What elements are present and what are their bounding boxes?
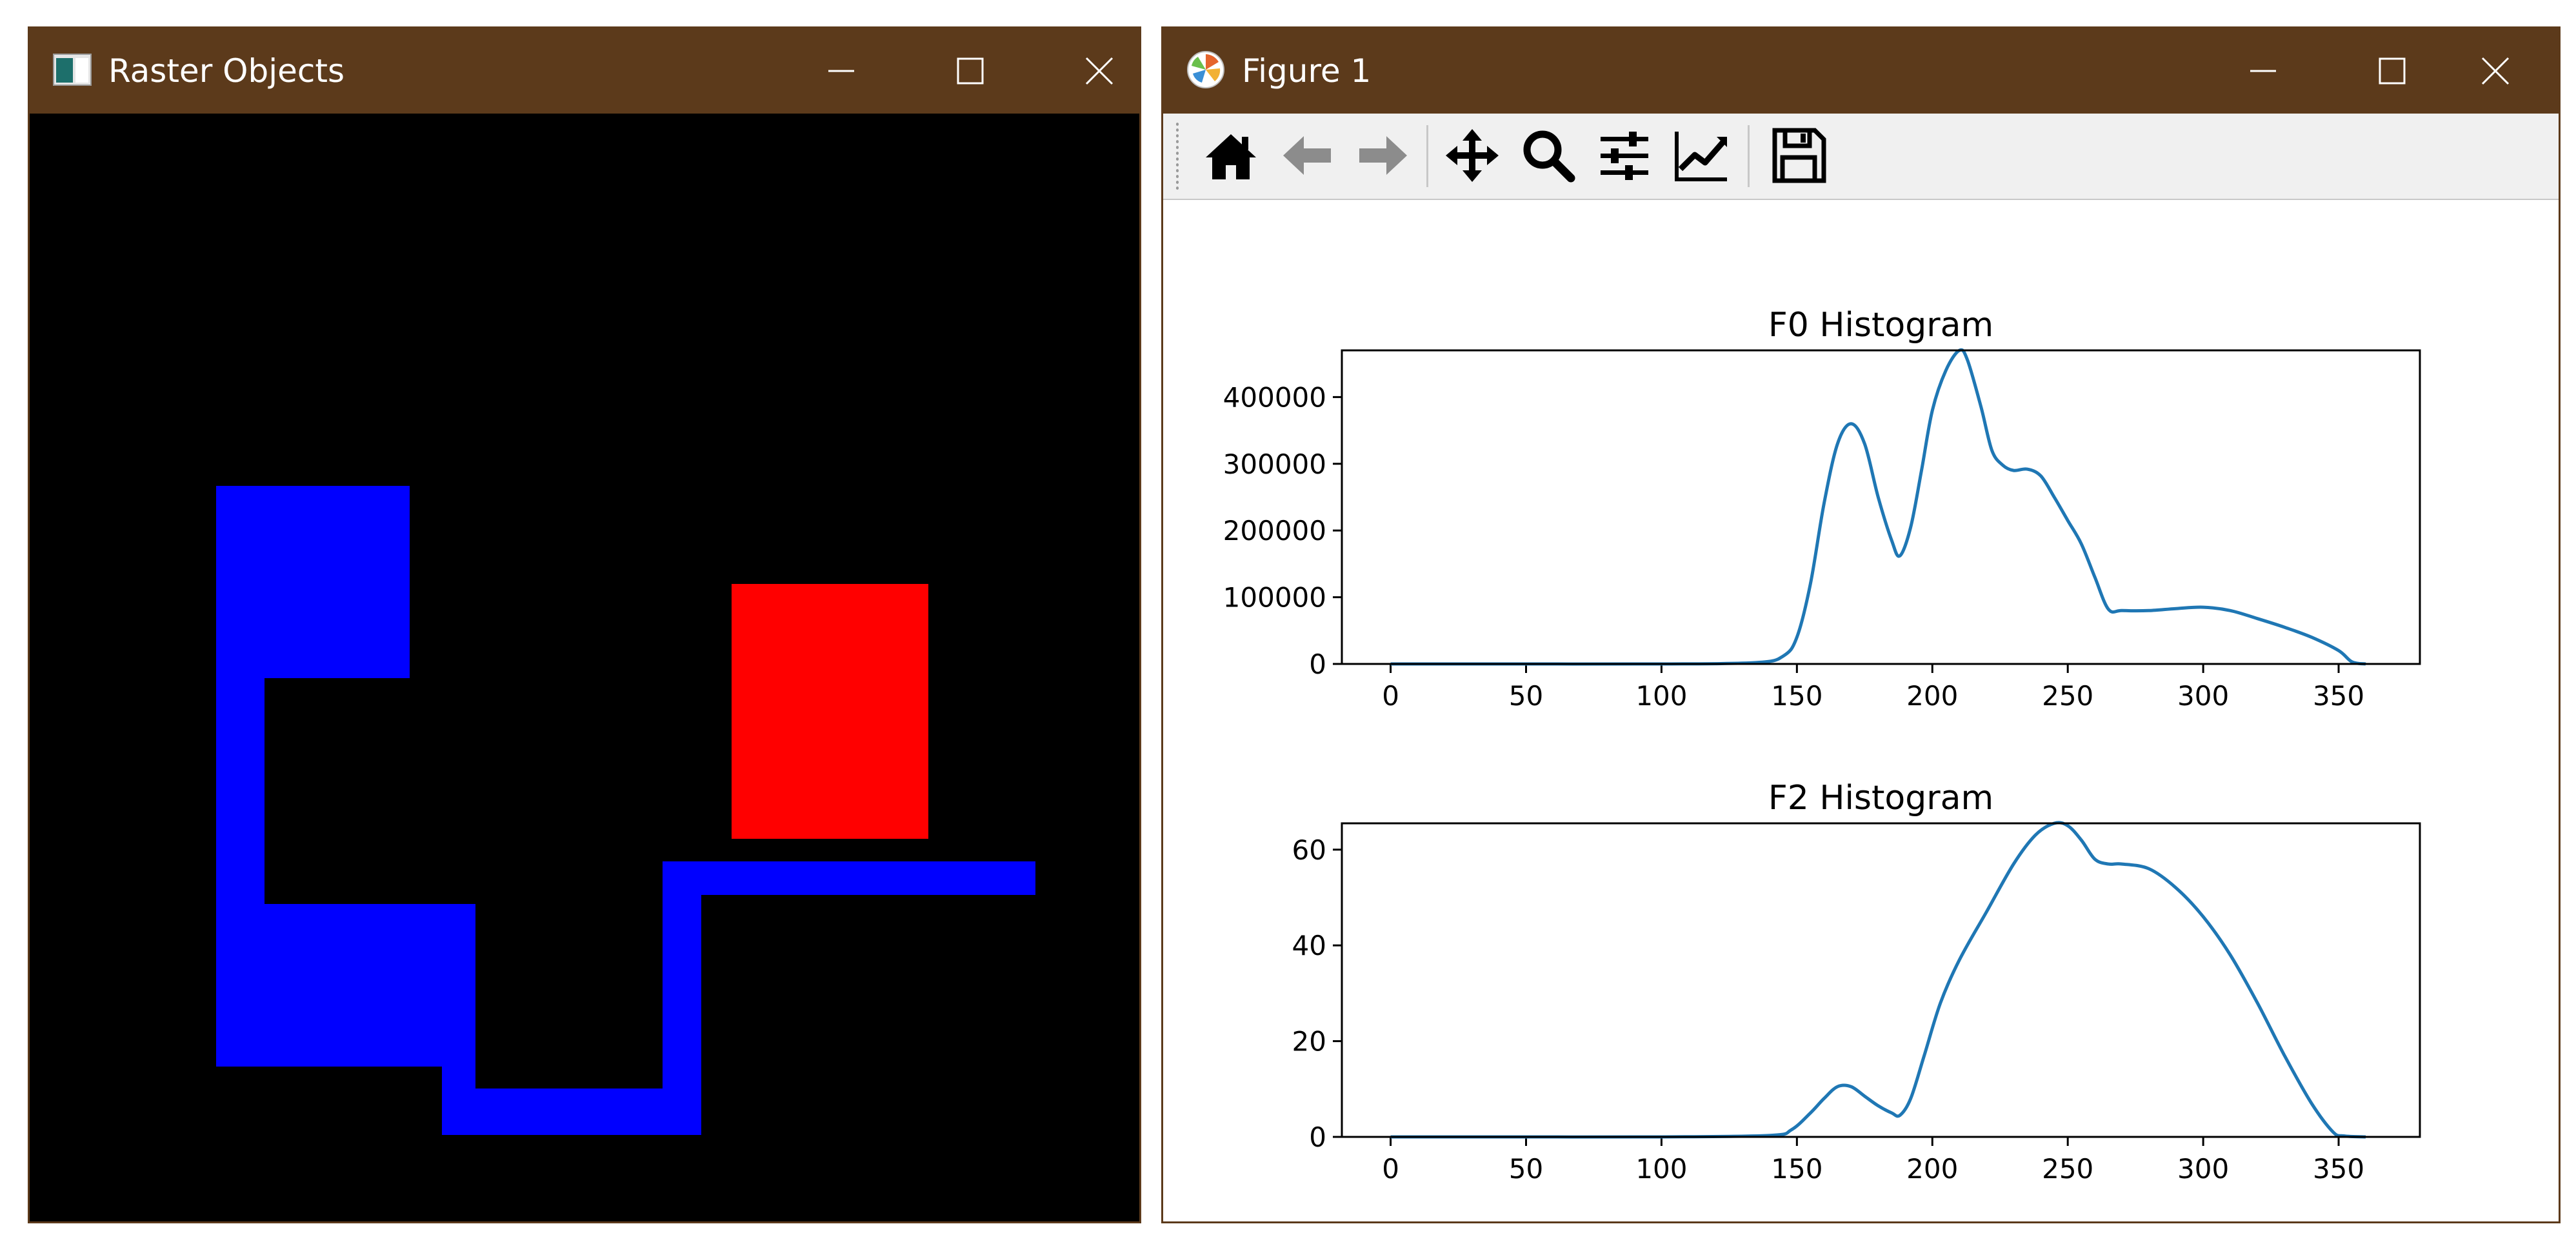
maximize-button[interactable] — [909, 28, 1032, 114]
x-tick-label: 100 — [1635, 1153, 1687, 1185]
save-icon — [1772, 128, 1826, 183]
x-tick-label: 250 — [2042, 680, 2093, 712]
raster-canvas — [30, 114, 1139, 1221]
window-title: Figure 1 — [1242, 52, 1372, 90]
x-tick-label: 150 — [1771, 1153, 1822, 1185]
matplotlib-logo-icon — [1187, 51, 1224, 88]
blue-channel-bottom-shape — [442, 1088, 701, 1135]
blue-lower-block-shape — [216, 904, 475, 1067]
maximize-icon — [2379, 57, 2406, 85]
close-button[interactable] — [2434, 28, 2557, 114]
y-tick-label: 0 — [1309, 648, 1326, 680]
toolbar-grip[interactable] — [1175, 121, 1180, 191]
close-icon — [1085, 57, 1113, 85]
maximize-icon — [957, 57, 984, 85]
zoom-button[interactable] — [1510, 114, 1586, 199]
zoom-icon — [1523, 130, 1575, 183]
minimize-button[interactable] — [2202, 28, 2324, 114]
x-tick-label: 350 — [2313, 680, 2364, 712]
blue-step-shape — [442, 1067, 475, 1090]
x-tick-label: 0 — [1382, 1153, 1399, 1185]
title-bar[interactable]: Raster Objects — [30, 28, 1139, 114]
series-line — [1390, 348, 2366, 666]
minimize-icon — [2250, 70, 2276, 72]
home-button[interactable] — [1193, 114, 1269, 199]
toolbar-separator — [1748, 125, 1750, 187]
axes-frame — [1341, 349, 2421, 665]
title-bar[interactable]: Figure 1 — [1163, 28, 2559, 114]
minimize-icon — [828, 70, 854, 72]
app-window-icon — [53, 54, 92, 86]
configure-subplots-button[interactable] — [1586, 114, 1662, 199]
x-tick-label: 200 — [1906, 680, 1958, 712]
chart-title: F0 Histogram — [1768, 306, 1993, 345]
blue-vertical-bar-shape — [216, 678, 265, 909]
home-icon — [1206, 134, 1256, 179]
blue-channel-wall-shape — [663, 861, 701, 1090]
back-button[interactable] — [1269, 114, 1345, 199]
x-tick-label: 300 — [2177, 1153, 2229, 1185]
figure-canvas: F0 Histogram 0 50 100 150 200 250 300 350 0 100000… — [1163, 200, 2559, 1221]
x-tick-label: 300 — [2177, 680, 2229, 712]
y-tick-label: 0 — [1309, 1121, 1326, 1153]
navigation-toolbar — [1163, 114, 2559, 200]
minimize-button[interactable] — [780, 28, 903, 114]
close-icon — [2481, 57, 2510, 85]
back-arrow-icon — [1283, 136, 1331, 175]
window-title: Raster Objects — [108, 52, 345, 90]
forward-arrow-icon — [1359, 136, 1407, 175]
figure-window: Figure 1 — [1161, 26, 2561, 1223]
x-tick-label: 0 — [1382, 680, 1399, 712]
x-tick-label: 150 — [1771, 680, 1822, 712]
x-tick-label: 50 — [1509, 680, 1543, 712]
pan-icon — [1446, 129, 1499, 182]
edit-axes-icon — [1675, 132, 1727, 181]
x-tick-label: 50 — [1509, 1153, 1543, 1185]
blue-square-shape — [216, 486, 410, 678]
x-tick-label: 200 — [1906, 1153, 1958, 1185]
forward-button[interactable] — [1345, 114, 1421, 199]
y-tick-label: 400000 — [1223, 381, 1326, 413]
y-tick-label: 200000 — [1223, 515, 1326, 547]
x-tick-label: 350 — [2313, 1153, 2364, 1185]
y-tick-label: 20 — [1292, 1026, 1326, 1058]
close-button[interactable] — [1038, 28, 1161, 114]
edit-axes-button[interactable] — [1662, 114, 1739, 199]
raster-objects-window: Raster Objects — [28, 26, 1141, 1223]
y-tick-label: 100000 — [1223, 582, 1326, 614]
axes-frame — [1341, 822, 2421, 1138]
y-tick-label: 60 — [1292, 834, 1326, 866]
x-tick-label: 100 — [1635, 680, 1687, 712]
y-tick-label: 300000 — [1223, 448, 1326, 480]
series-line — [1390, 821, 2366, 1139]
pan-button[interactable] — [1434, 114, 1510, 199]
chart-title: F2 Histogram — [1768, 779, 1993, 818]
red-rectangle-shape — [732, 584, 928, 839]
maximize-button[interactable] — [2331, 28, 2453, 114]
subplots-icon — [1601, 132, 1648, 180]
blue-horizontal-bar-shape — [663, 861, 1035, 895]
y-tick-label: 40 — [1292, 930, 1326, 961]
toolbar-separator — [1426, 125, 1428, 187]
save-button[interactable] — [1761, 114, 1837, 199]
x-tick-label: 250 — [2042, 1153, 2093, 1185]
